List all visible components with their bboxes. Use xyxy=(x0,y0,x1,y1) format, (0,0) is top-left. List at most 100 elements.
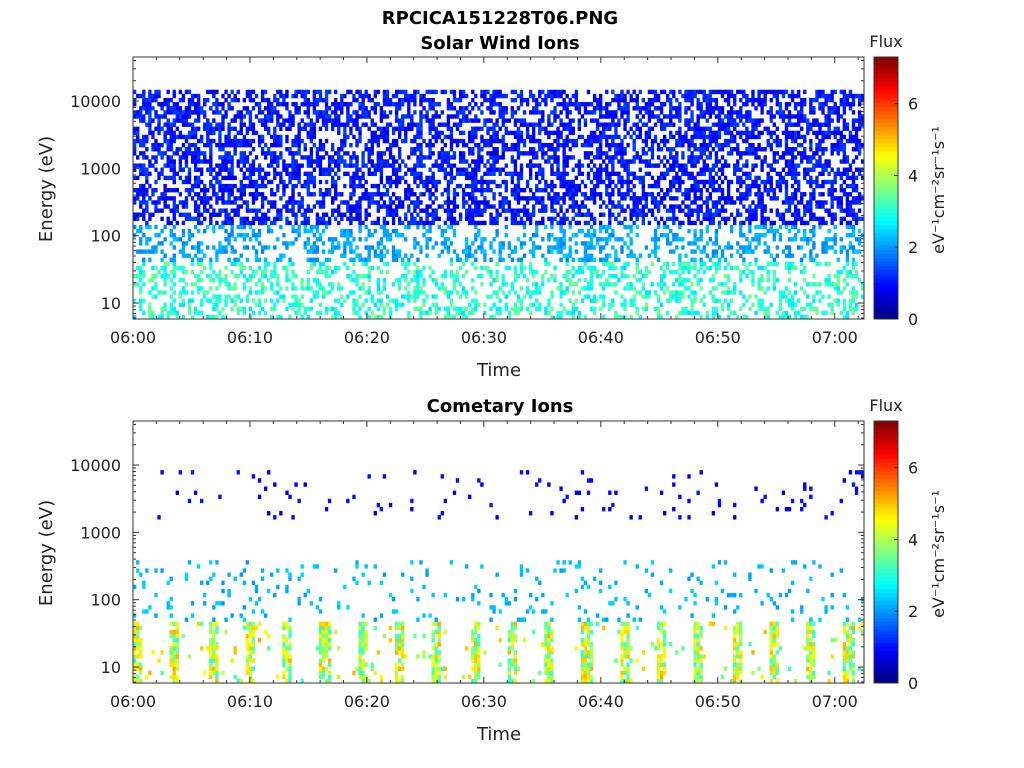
flux-pixel xyxy=(644,106,649,111)
flux-pixel xyxy=(553,273,557,279)
flux-pixel xyxy=(690,298,694,303)
flux-pixel xyxy=(306,171,310,177)
flux-pixel xyxy=(659,278,664,283)
flux-pixel xyxy=(160,241,164,246)
flux-pixel xyxy=(166,261,170,267)
flux-pixel xyxy=(416,89,420,95)
flux-pixel xyxy=(559,122,563,127)
flux-pixel xyxy=(172,237,176,242)
flux-pixel xyxy=(206,134,210,140)
flux-pixel xyxy=(690,306,694,312)
flux-pixel xyxy=(574,282,578,287)
flux-pixel xyxy=(617,188,621,193)
flux-pixel xyxy=(206,200,210,205)
flux-pixel xyxy=(687,241,691,246)
flux-pixel xyxy=(334,265,338,271)
flux-pixel xyxy=(294,273,298,279)
flux-pixel xyxy=(513,167,518,172)
flux-pixel xyxy=(684,110,688,115)
flux-pixel xyxy=(422,224,426,230)
flux-pixel xyxy=(145,241,149,246)
flux-pixel xyxy=(276,216,280,222)
flux-pixel xyxy=(212,175,216,181)
flux-pixel xyxy=(471,151,475,156)
flux-pixel xyxy=(273,290,277,295)
flux-pixel xyxy=(428,212,432,217)
flux-pixel xyxy=(257,142,262,148)
flux-pixel xyxy=(291,282,295,287)
flux-pixel xyxy=(169,130,173,136)
flux-pixel xyxy=(367,126,371,131)
flux-pixel xyxy=(525,196,530,201)
flux-pixel xyxy=(696,183,700,189)
flux-pixel xyxy=(300,196,304,201)
flux-pixel xyxy=(565,110,569,115)
flux-pixel xyxy=(504,282,508,287)
flux-pixel xyxy=(419,118,423,123)
flux-pixel xyxy=(358,89,362,95)
flux-pixel xyxy=(614,249,618,254)
flux-pixel xyxy=(172,159,176,164)
flux-pixel xyxy=(653,253,658,258)
flux-pixel xyxy=(324,306,329,312)
flux-pixel xyxy=(699,192,703,197)
flux-pixel xyxy=(139,212,143,217)
flux-pixel xyxy=(361,192,365,197)
flux-pixel xyxy=(666,171,670,177)
flux-pixel xyxy=(428,130,432,136)
flux-pixel xyxy=(166,155,170,160)
flux-pixel xyxy=(501,114,505,119)
flux-pixel xyxy=(647,159,652,164)
flux-pixel xyxy=(513,188,518,193)
flux-pixel xyxy=(315,249,320,254)
flux-pixel xyxy=(556,314,560,320)
flux-pixel xyxy=(641,114,645,119)
flux-pixel xyxy=(200,167,204,172)
flux-pixel xyxy=(251,298,256,303)
flux-pixel xyxy=(300,278,304,283)
flux-pixel xyxy=(635,106,639,111)
flux-pixel xyxy=(267,278,271,283)
flux-pixel xyxy=(489,269,493,275)
flux-pixel xyxy=(236,212,240,217)
flux-pixel xyxy=(498,200,502,205)
flux-pixel xyxy=(169,294,173,299)
flux-pixel xyxy=(541,237,545,242)
flux-pixel xyxy=(583,204,588,209)
flux-pixel xyxy=(455,290,460,295)
flux-pixel xyxy=(382,110,387,115)
flux-pixel xyxy=(669,147,673,152)
flux-pixel xyxy=(489,179,493,185)
flux-pixel xyxy=(455,306,460,312)
flux-pixel xyxy=(656,155,661,160)
flux-pixel xyxy=(373,183,377,189)
flux-pixel xyxy=(547,130,551,136)
flux-pixel xyxy=(681,290,685,295)
flux-pixel xyxy=(139,286,143,291)
flux-pixel xyxy=(477,142,481,148)
flux-pixel xyxy=(215,273,219,279)
flux-pixel xyxy=(154,249,158,254)
flux-pixel xyxy=(187,130,192,136)
flux-pixel xyxy=(370,122,374,127)
flux-pixel xyxy=(553,278,557,283)
flux-pixel xyxy=(528,138,533,144)
flux-pixel xyxy=(361,183,365,189)
flux-pixel xyxy=(376,192,381,197)
flux-pixel xyxy=(501,118,505,123)
flux-pixel xyxy=(699,110,703,115)
flux-pixel xyxy=(212,167,216,172)
flux-pixel xyxy=(373,89,377,95)
flux-pixel xyxy=(659,265,664,271)
flux-pixel xyxy=(260,192,265,197)
flux-pixel xyxy=(559,237,563,242)
flux-pixel xyxy=(282,183,286,189)
flux-pixel xyxy=(605,257,609,262)
flux-pixel xyxy=(297,192,301,197)
flux-pixel xyxy=(230,200,234,205)
flux-pixel xyxy=(620,138,624,144)
flux-pixel xyxy=(136,163,140,168)
flux-pixel xyxy=(599,142,603,148)
flux-pixel xyxy=(562,216,566,222)
flux-pixel xyxy=(139,302,143,308)
